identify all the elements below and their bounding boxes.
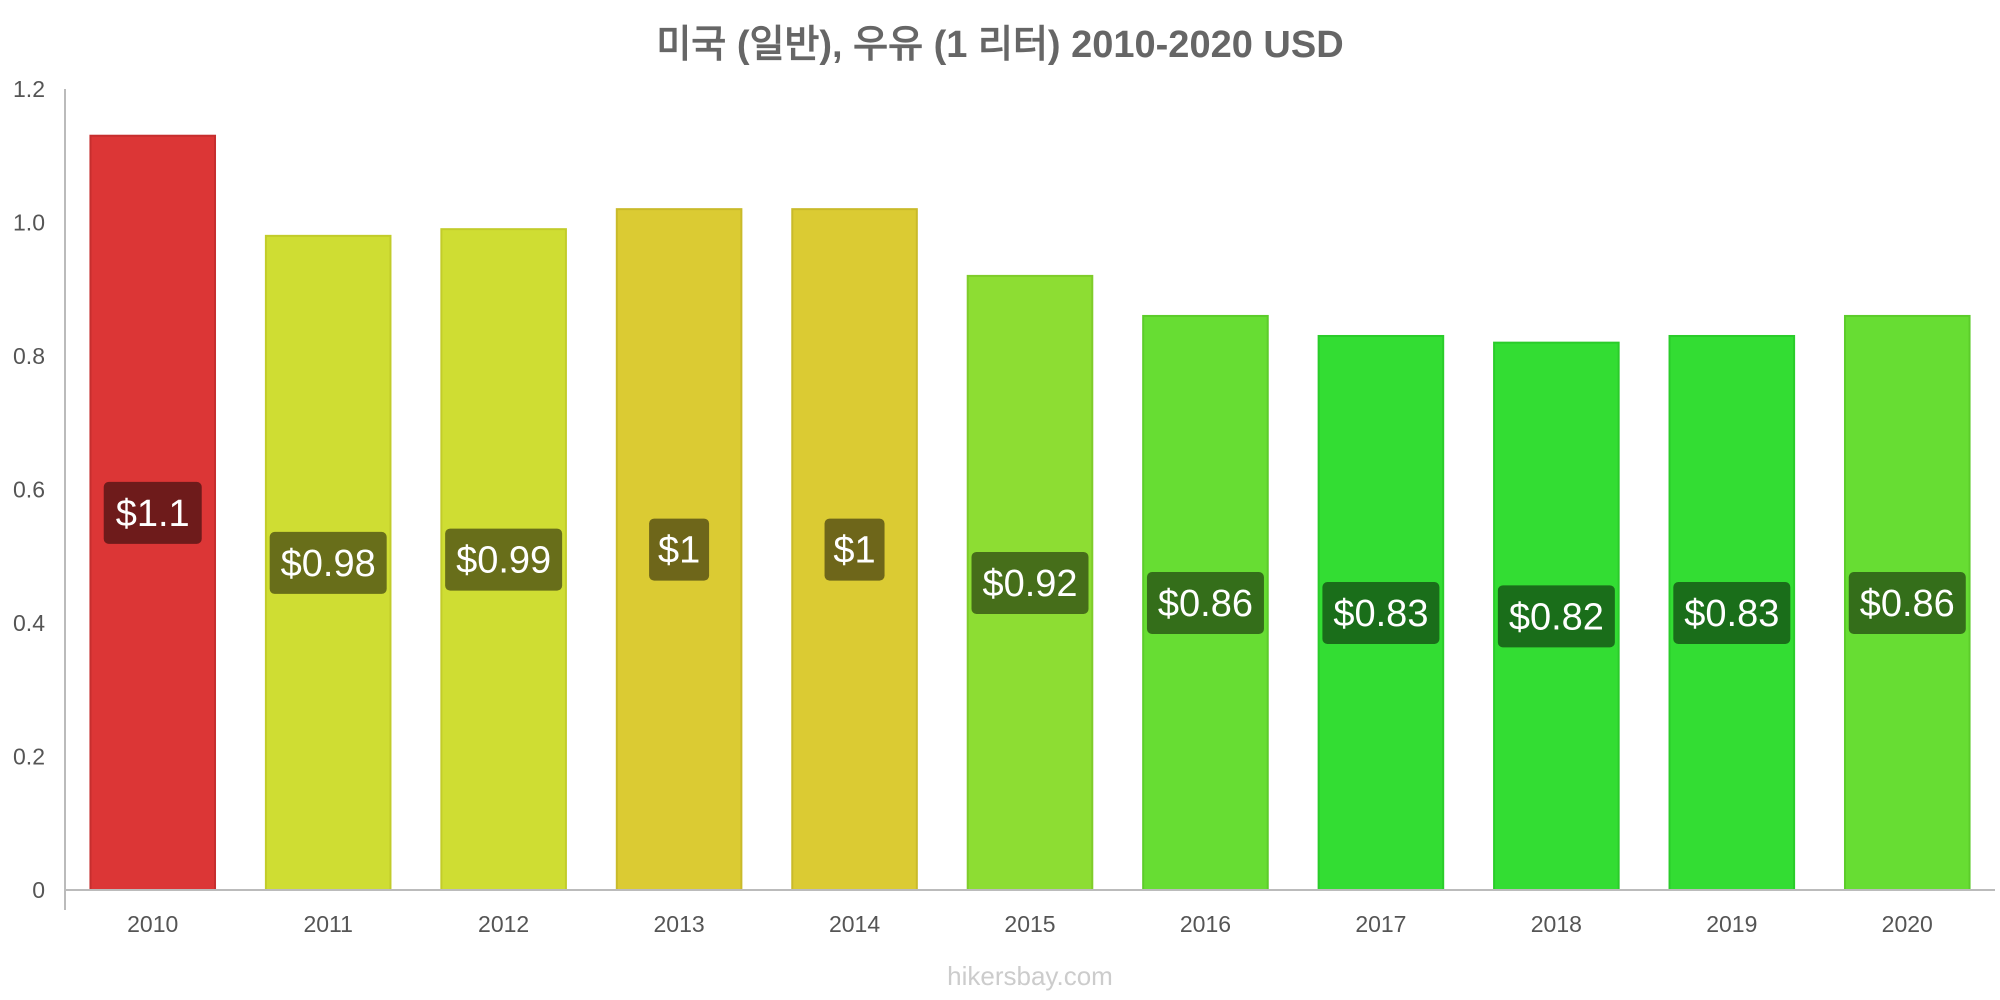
x-tick-label: 2011 <box>303 911 352 937</box>
y-tick-label: 1.0 <box>13 210 45 236</box>
data-label-2010: $1.1 <box>116 493 190 535</box>
x-axis: 2010 2011 2012 2013 2014 2015 2016 2017 2018 2019… <box>65 889 1995 937</box>
x-tick-label: 2017 <box>1355 911 1406 937</box>
x-tick-label: 2019 <box>1706 911 1757 937</box>
x-tick-label: 2012 <box>478 911 529 937</box>
x-tick-label: 2013 <box>654 911 705 937</box>
data-label-box <box>1848 571 1966 634</box>
x-tick-label: 2015 <box>1004 911 1055 937</box>
data-label-2011: $0.98 <box>281 543 376 585</box>
data-label-box <box>445 528 563 591</box>
data-label-box <box>1322 581 1440 644</box>
x-tick-label: 2010 <box>127 911 178 937</box>
data-label-box <box>1673 581 1791 644</box>
data-label-2019: $0.83 <box>1684 593 1779 635</box>
y-tick-label: 0.8 <box>13 343 45 369</box>
data-label-2020: $0.86 <box>1860 583 1955 625</box>
data-label-2012: $0.99 <box>456 540 551 582</box>
y-tick-label: 0.4 <box>13 610 45 636</box>
chart-title: 미국 (일반), 우유 (1 리터) 2010-2020 USD <box>656 24 1343 66</box>
y-tick-label: 0 <box>32 877 45 903</box>
data-label-box <box>971 551 1089 614</box>
x-tick-label: 2018 <box>1531 911 1582 937</box>
data-label-2015: $0.92 <box>982 563 1077 605</box>
data-label-2017: $0.83 <box>1333 593 1428 635</box>
data-label-box <box>649 518 710 581</box>
data-label-box <box>269 531 387 594</box>
y-tick-label: 0.6 <box>13 477 45 503</box>
data-label-box <box>824 518 885 581</box>
data-label-2018: $0.82 <box>1509 596 1604 638</box>
data-label-box <box>103 481 202 544</box>
y-tick-label: 1.2 <box>13 76 45 102</box>
data-label-2014: $1 <box>833 530 875 572</box>
x-tick-label: 2016 <box>1180 911 1231 937</box>
watermark: hikersbay.com <box>947 961 1113 991</box>
data-label-2013: $1 <box>658 530 700 572</box>
data-label-box <box>1497 585 1615 648</box>
bars: $1.1 $0.98 $0.99 $1 $1 $0.92 $0.86 $0.83 $0.82 $0… <box>89 134 1971 892</box>
y-tick-label: 0.2 <box>13 744 45 770</box>
x-tick-label: 2020 <box>1882 911 1933 937</box>
x-tick-label: 2014 <box>829 911 880 937</box>
data-label-box <box>1146 571 1264 634</box>
data-label-2016: $0.86 <box>1158 583 1253 625</box>
y-axis: 0 0.2 0.4 0.6 0.8 1.0 1.2 <box>13 76 66 910</box>
